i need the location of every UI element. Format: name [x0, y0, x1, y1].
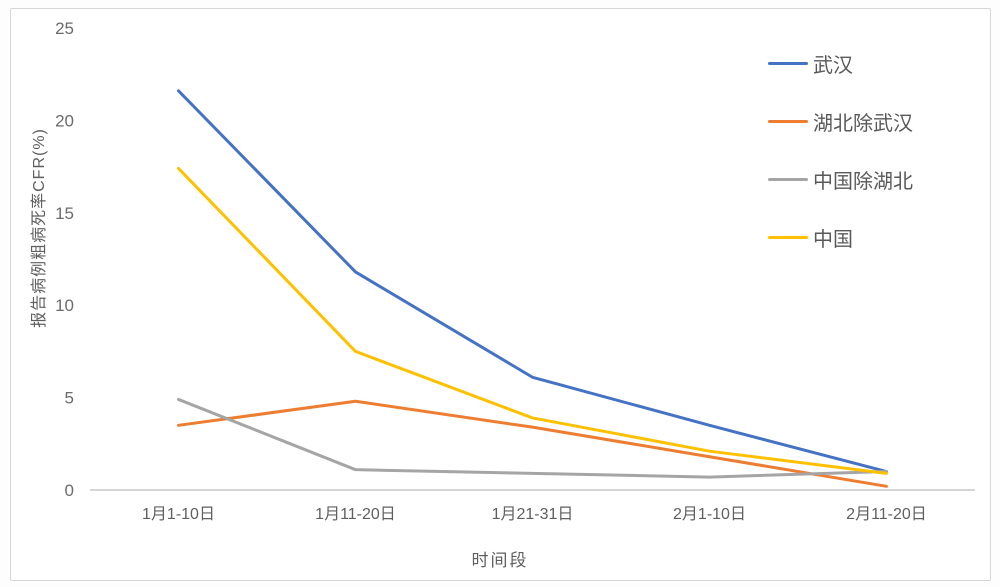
- x-tick-label: 1月21-31日: [492, 506, 574, 523]
- legend-label: 中国除湖北: [813, 170, 913, 193]
- legend-label: 中国: [813, 228, 853, 251]
- legend-item: 中国: [768, 208, 913, 266]
- legend-label: 湖北除武汉: [813, 112, 913, 135]
- series-line-2: [177, 399, 888, 488]
- legend-line-swatch: [768, 61, 808, 65]
- y-tick-label: 10: [55, 296, 74, 315]
- x-tick-label: 1月11-20日: [315, 506, 396, 523]
- chart-border-frame: [10, 8, 991, 581]
- x-tick-label: 2月1-10日: [673, 506, 746, 523]
- legend: 武汉湖北除武汉中国除湖北中国: [768, 34, 913, 266]
- legend-item: 武汉: [768, 34, 913, 92]
- series-line-3: [177, 397, 888, 479]
- x-tick-label: 1月1-10日: [142, 506, 215, 523]
- y-tick-label: 15: [55, 204, 74, 223]
- legend-line-swatch: [768, 177, 808, 181]
- y-tick-label: 5: [65, 389, 74, 408]
- x-tick-label: 2月11-20日: [846, 506, 927, 523]
- y-tick-label: 20: [55, 111, 74, 130]
- legend-item: 中国除湖北: [768, 150, 913, 208]
- series-line-4: [177, 166, 888, 475]
- legend-line-swatch: [768, 235, 808, 239]
- y-tick-label: 25: [55, 19, 74, 38]
- series-line-1: [177, 89, 888, 474]
- y-axis-title: 报告病例粗病死率CFR(%): [31, 128, 48, 328]
- x-axis-title: 时间段: [471, 551, 529, 570]
- legend-item: 湖北除武汉: [768, 92, 913, 150]
- legend-label: 武汉: [813, 54, 853, 77]
- legend-line-swatch: [768, 119, 808, 123]
- y-tick-label: 0: [65, 481, 74, 500]
